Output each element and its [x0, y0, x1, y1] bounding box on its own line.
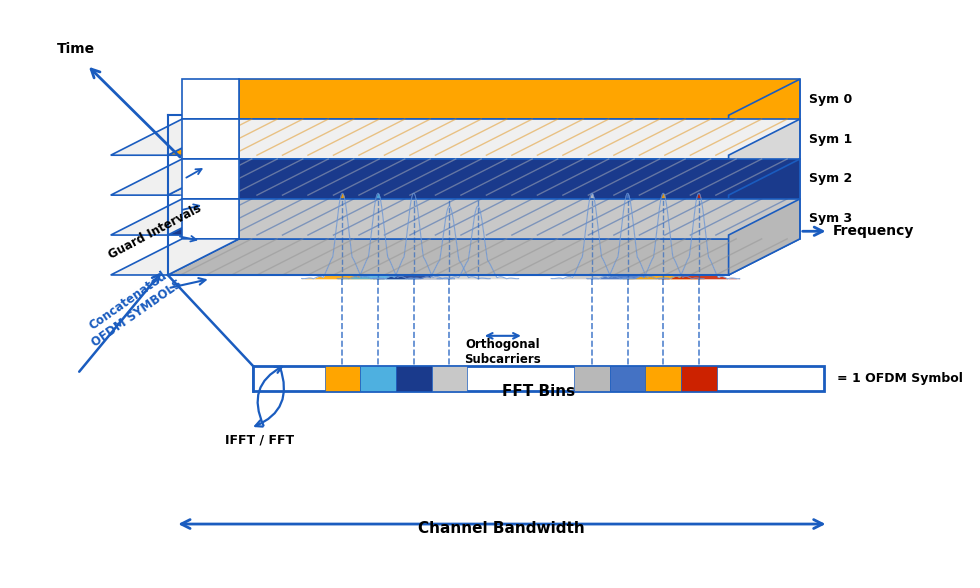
Polygon shape — [728, 199, 800, 275]
Polygon shape — [239, 199, 800, 239]
Text: Sym 2: Sym 2 — [809, 172, 853, 185]
Polygon shape — [182, 119, 239, 159]
Text: Sym 3: Sym 3 — [809, 212, 853, 225]
Polygon shape — [182, 79, 239, 119]
Polygon shape — [168, 119, 800, 155]
Text: Sym 1: Sym 1 — [809, 132, 853, 146]
Polygon shape — [111, 119, 239, 155]
Text: Time: Time — [57, 42, 95, 56]
FancyBboxPatch shape — [396, 366, 431, 391]
Polygon shape — [182, 199, 239, 239]
FancyBboxPatch shape — [574, 366, 610, 391]
Text: Frequency: Frequency — [833, 224, 914, 238]
Text: Concatenated
OFDM SYMBOLS: Concatenated OFDM SYMBOLS — [80, 265, 184, 349]
Text: = 1 OFDM Symbol: = 1 OFDM Symbol — [837, 372, 962, 385]
FancyBboxPatch shape — [253, 366, 823, 391]
Polygon shape — [111, 199, 239, 235]
Polygon shape — [111, 239, 239, 275]
Text: Orthogonal
Subcarriers: Orthogonal Subcarriers — [465, 338, 541, 366]
Polygon shape — [728, 119, 800, 195]
Polygon shape — [111, 159, 239, 195]
Text: IFFT / FFT: IFFT / FFT — [225, 434, 295, 447]
Polygon shape — [239, 119, 800, 159]
FancyBboxPatch shape — [610, 366, 646, 391]
Polygon shape — [239, 79, 800, 119]
FancyBboxPatch shape — [361, 366, 396, 391]
Polygon shape — [168, 159, 800, 195]
Text: Sym 0: Sym 0 — [809, 93, 853, 106]
Polygon shape — [239, 159, 800, 199]
FancyBboxPatch shape — [324, 366, 361, 391]
Text: Channel Bandwidth: Channel Bandwidth — [418, 522, 585, 536]
Polygon shape — [728, 159, 800, 235]
Polygon shape — [168, 239, 800, 275]
Polygon shape — [182, 159, 239, 199]
Polygon shape — [168, 199, 800, 235]
Polygon shape — [728, 79, 800, 155]
FancyBboxPatch shape — [681, 366, 716, 391]
Text: FFT Bins: FFT Bins — [502, 383, 575, 399]
Text: Guard Intervals: Guard Intervals — [107, 201, 204, 261]
FancyBboxPatch shape — [431, 366, 467, 391]
FancyBboxPatch shape — [646, 366, 681, 391]
